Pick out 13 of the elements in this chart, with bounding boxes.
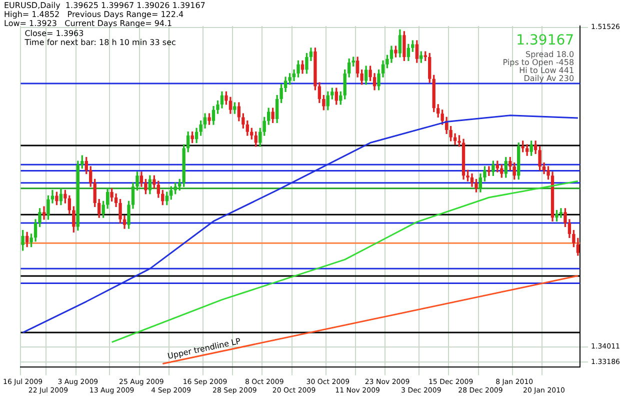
annotation: Daily Av 230	[524, 74, 574, 84]
text: Upper trendline LP	[166, 336, 242, 361]
annotation: 1.39167	[516, 32, 574, 49]
annotation: Pips to Open -458	[502, 58, 574, 68]
annotation: Hi to Low 441	[519, 66, 574, 76]
candlestick	[487, 166, 491, 176]
annotation: Time for next bar: 18 h 10 min 33 sec	[24, 38, 176, 48]
annotation: Low= 1.3923 Current Days Range= 94.1	[4, 19, 172, 28]
annotation: Close= 1.3963	[24, 29, 84, 38]
candlestick	[559, 208, 563, 218]
chart-title: EURUSD,Daily 1.39625 1.39967 1.39026 1.39167	[4, 1, 206, 10]
text: High= 1.4852 Previous Days Range= 122.4	[4, 10, 184, 20]
annotation: Spread 18.0	[526, 50, 574, 60]
